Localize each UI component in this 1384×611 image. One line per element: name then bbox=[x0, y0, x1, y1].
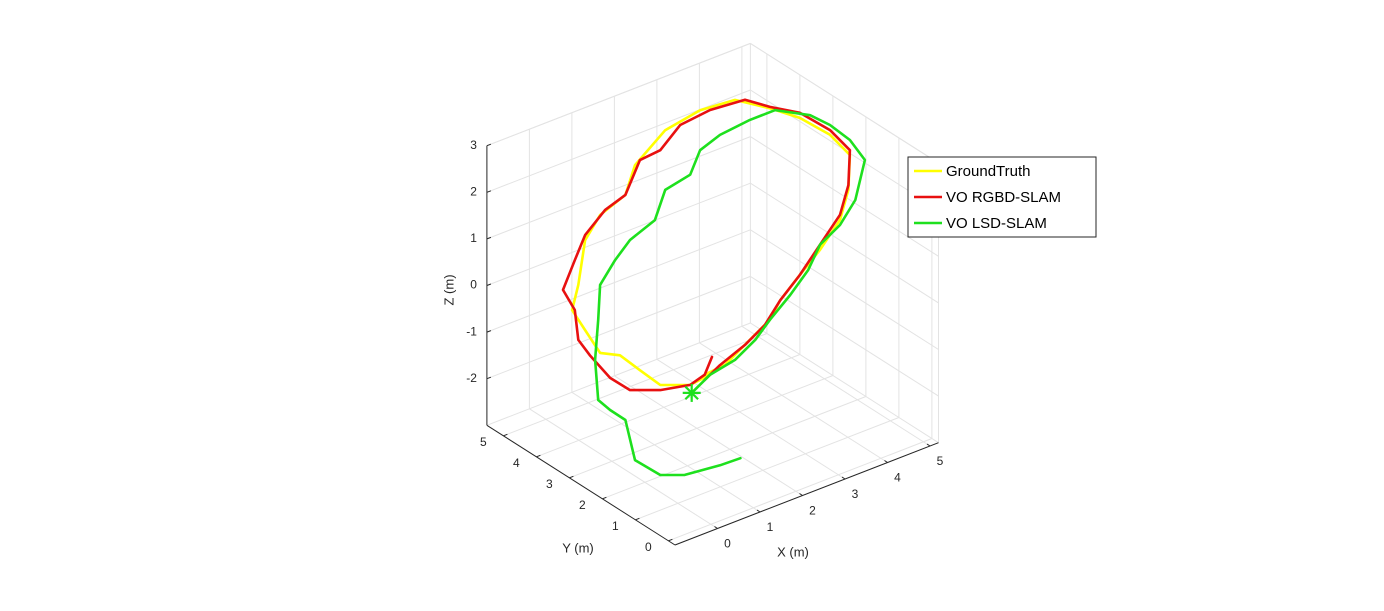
z-tick-label: 1 bbox=[470, 231, 477, 245]
box-edge bbox=[486, 322, 751, 426]
trajectory bbox=[593, 108, 867, 477]
z-tick bbox=[486, 143, 492, 147]
start-marker bbox=[682, 383, 701, 402]
y-tick-label: 2 bbox=[579, 498, 586, 512]
axes: 0 1 2 3 4 5 0 1 2 3 4 5 -2 -1 0 1 2 3 bbox=[466, 138, 943, 554]
x-tick bbox=[841, 476, 846, 480]
grid-line bbox=[529, 408, 718, 529]
y-axis-label: Y (m) bbox=[562, 540, 594, 555]
x-tick-label: 2 bbox=[809, 504, 816, 518]
grid-line bbox=[750, 182, 939, 304]
z-tick-label: -1 bbox=[466, 324, 477, 338]
y-tick-label: 3 bbox=[546, 477, 553, 491]
z-tick bbox=[486, 190, 492, 193]
grid-line bbox=[741, 325, 931, 447]
x-axis bbox=[674, 442, 939, 546]
legend-label: VO LSD-SLAM bbox=[946, 215, 1047, 232]
y-tick bbox=[635, 517, 640, 521]
grid-line bbox=[602, 396, 867, 500]
grid-line bbox=[614, 375, 803, 496]
y-tick bbox=[503, 433, 508, 437]
z-tick-label: -2 bbox=[466, 371, 477, 385]
grid-line bbox=[536, 354, 801, 458]
z-tick bbox=[486, 283, 492, 286]
x-tick bbox=[926, 443, 931, 447]
y-tick bbox=[668, 538, 673, 542]
grid-line bbox=[750, 229, 939, 350]
x-tick bbox=[884, 460, 888, 463]
x-tick bbox=[799, 493, 803, 496]
y-axis bbox=[486, 424, 676, 546]
x-tick bbox=[756, 509, 761, 513]
grid bbox=[486, 42, 939, 546]
box-edge bbox=[750, 322, 939, 444]
z-tick bbox=[486, 236, 492, 240]
z-tick-label: 2 bbox=[470, 184, 477, 198]
grid-line bbox=[486, 275, 751, 380]
legend-label: GroundTruth bbox=[946, 163, 1031, 180]
y-tick bbox=[569, 475, 574, 479]
z-axis-label: Z (m) bbox=[441, 274, 456, 305]
x-tick-label: 1 bbox=[767, 520, 774, 534]
x-tick bbox=[714, 526, 718, 529]
x-tick-label: 5 bbox=[937, 454, 944, 468]
y-tick-label: 0 bbox=[645, 540, 652, 554]
y-tick-label: 1 bbox=[612, 519, 619, 533]
x-axis-label: X (m) bbox=[777, 544, 809, 559]
legend-label: VO RGBD-SLAM bbox=[946, 189, 1061, 206]
z-tick bbox=[486, 376, 492, 380]
plot-area bbox=[561, 98, 867, 477]
grid-line bbox=[486, 136, 751, 240]
x-tick-label: 3 bbox=[852, 487, 859, 501]
grid-line bbox=[750, 42, 939, 164]
trajectory bbox=[561, 98, 852, 392]
grid-line bbox=[571, 391, 761, 513]
grid-line bbox=[668, 438, 933, 542]
z-tick-label: 0 bbox=[470, 278, 477, 292]
grid-line bbox=[486, 42, 751, 147]
y-tick bbox=[536, 454, 541, 458]
grid-line bbox=[486, 182, 751, 286]
y-tick-label: 4 bbox=[513, 456, 520, 470]
grid-line bbox=[503, 333, 768, 437]
legend: GroundTruth VO RGBD-SLAM VO LSD-SLAM bbox=[907, 156, 1097, 238]
z-tick-label: 3 bbox=[470, 138, 477, 152]
z-tick bbox=[486, 330, 492, 333]
grid-line bbox=[486, 229, 751, 333]
grid-line bbox=[569, 375, 834, 479]
y-tick bbox=[602, 496, 607, 500]
marker-stroke bbox=[684, 385, 699, 401]
x-tick-label: 4 bbox=[894, 471, 901, 485]
y-tick-label: 5 bbox=[480, 435, 487, 449]
grid-line bbox=[656, 358, 846, 480]
x-tick-label: 0 bbox=[724, 537, 731, 551]
grid-line bbox=[635, 417, 900, 521]
